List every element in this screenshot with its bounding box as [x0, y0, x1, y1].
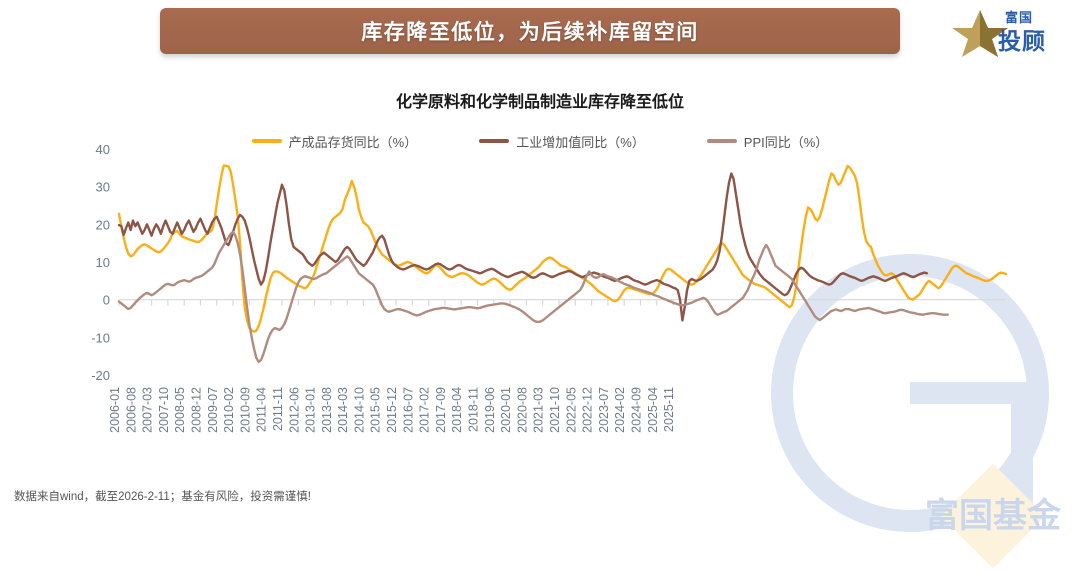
legend-swatch-2 — [706, 139, 737, 143]
x-tick-label: 2013-01 — [304, 387, 318, 433]
x-tick-label: 2013-08 — [320, 387, 334, 433]
x-tick-label: 2022-12 — [581, 387, 595, 433]
x-tick-label: 2017-09 — [434, 387, 448, 433]
x-tick-label: 2008-12 — [189, 387, 203, 433]
legend-label-0: 产成品存货同比（%） — [288, 134, 418, 150]
y-tick-label: 20 — [96, 217, 110, 232]
legend-item-2: PPI同比（%） — [706, 132, 829, 151]
legend-item-0: 产成品存货同比（%） — [251, 132, 418, 151]
x-tick-label: 2007-10 — [157, 387, 171, 433]
x-tick-label: 2017-02 — [418, 387, 432, 433]
x-axis-labels: 2006-01 2006-08 2007-03 2007-10 2008-05 2008-… — [108, 387, 676, 433]
series-line-1 — [117, 172, 929, 322]
x-tick-label: 2016-07 — [401, 387, 415, 433]
source-footnote: 数据来自wind，截至2026-2-11；基金有风险，投资需谨慎! — [14, 491, 311, 503]
y-tick-label: 10 — [96, 255, 110, 270]
legend-label-1: 工业增加值同比（%） — [516, 134, 645, 150]
x-tick-label: 2007-03 — [141, 387, 155, 433]
x-tick-label: 2024-09 — [629, 387, 643, 433]
y-axis-labels: 40 30 20 10 0 -10 -20 — [91, 142, 110, 383]
x-tick-label: 2022-05 — [564, 387, 578, 433]
x-tick-label: 2020-08 — [515, 387, 529, 433]
x-tick-label: 2006-08 — [124, 387, 138, 433]
brand-text-bottom: 投顾 — [998, 28, 1046, 54]
x-tick-label: 2018-11 — [467, 387, 481, 432]
x-tick-label: 2010-02 — [222, 387, 236, 433]
x-tick-label: 2025-11 — [662, 387, 676, 432]
legend-item-1: 工业增加值同比（%） — [479, 132, 645, 151]
x-tick-label: 2015-05 — [369, 387, 383, 433]
x-tick-label: 2023-07 — [597, 387, 611, 433]
y-tick-label: -20 — [91, 368, 110, 383]
series-line-2 — [117, 230, 949, 364]
x-tick-label: 2018-04 — [450, 387, 464, 433]
chart-title: 化学原料和化学制品制造业库存降至低位 — [395, 94, 684, 111]
brand-text-top: 富国 — [1005, 10, 1034, 25]
y-tick-label: 30 — [96, 180, 110, 195]
legend-label-2: PPI同比（%） — [743, 134, 829, 150]
x-tick-label: 2011-04 — [255, 387, 269, 432]
x-tick-label: 2021-10 — [548, 387, 562, 433]
chart-legend: 产成品存货同比（%） 工业增加值同比（%） PPI同比（%） — [0, 130, 1080, 152]
series-paths — [117, 164, 1008, 364]
x-tick-label: 2014-03 — [336, 387, 350, 433]
series-line-0 — [117, 164, 1008, 333]
x-tick-label: 2011-11 — [271, 387, 285, 431]
y-tick-label: -10 — [91, 330, 110, 345]
y-tick-label: 0 — [103, 293, 110, 308]
legend-swatch-1 — [479, 139, 510, 143]
x-tick-label: 2014-10 — [352, 387, 366, 433]
star-icon — [952, 10, 1008, 57]
brand-logo: 富国 投顾 — [950, 6, 1070, 58]
x-tick-label: 2024-02 — [613, 387, 627, 433]
page-header: 库存降至低位，为后续补库留空间 富国 投顾 — [0, 0, 1080, 70]
x-tick-label: 2025-04 — [646, 387, 660, 433]
x-tick-label: 2019-06 — [483, 387, 497, 433]
x-tick-label: 2015-12 — [385, 387, 399, 433]
x-tick-label: 2021-03 — [532, 387, 546, 433]
page-title: 库存降至低位，为后续补库留空间 — [361, 21, 699, 44]
legend-swatch-0 — [251, 139, 282, 143]
y-tick-label: 40 — [96, 142, 110, 157]
title-banner: 库存降至低位，为后续补库留空间 — [160, 8, 900, 54]
x-axis-tickmarks — [118, 299, 674, 306]
x-tick-label: 2012-06 — [287, 387, 301, 433]
x-tick-label: 2020-01 — [499, 387, 513, 433]
x-tick-label: 2008-05 — [173, 387, 187, 433]
x-tick-label: 2010-09 — [238, 387, 252, 433]
x-tick-label: 2009-07 — [206, 387, 220, 433]
x-tick-label: 2006-01 — [108, 387, 122, 433]
